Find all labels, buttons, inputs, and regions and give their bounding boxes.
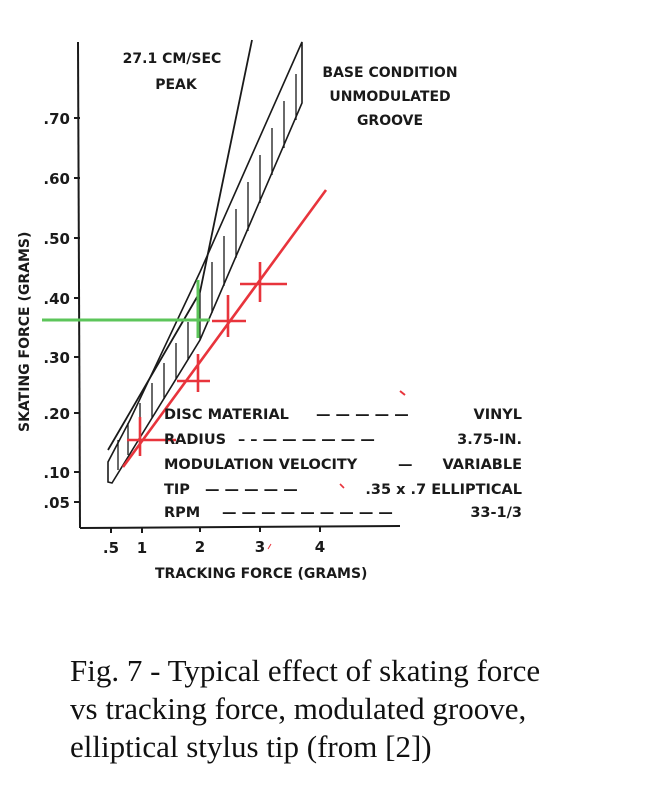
y-axis-title: SKATING FORCE (GRAMS) [17,232,33,432]
param-label: MODULATION VELOCITY [164,457,358,473]
param-leader: — [398,457,413,473]
caption-line: vs tracking force, modulated groove, [70,691,527,726]
param-value: .35 x .7 ELLIPTICAL [365,482,522,498]
y-tick-labels: .70 .60 .50 .40 .30 .20 .10 .05 [43,110,70,512]
param-label: RPM [164,505,200,521]
param-value: 33-1/3 [470,505,522,521]
x-axis-title: TRACKING FORCE (GRAMS) [155,566,367,582]
peak-label-line2: PEAK [155,77,198,93]
base-label-line3: GROOVE [357,113,423,129]
red-cross-marker [177,354,210,392]
red-cross-marker [212,295,246,337]
x-tick-labels: .5 1 2 3 4 [103,538,325,557]
base-condition-band [107,41,303,484]
test-parameters: DISC MATERIAL — — — — — VINYL RADIUS – –… [164,407,522,521]
y-tick: .05 [43,494,70,512]
skating-force-chart: .70 .60 .50 .40 .30 .20 .10 .05 .5 1 2 3… [17,39,522,582]
param-leader: – – — — — — — — [238,432,375,448]
x-axis [79,525,401,529]
red-cross-marker [127,417,176,456]
x-tick: 1 [137,539,147,557]
base-label-line2: UNMODULATED [329,89,450,105]
red-cross-marker [240,262,287,302]
y-tick: .20 [43,405,70,423]
x-tick: 3 [255,538,265,556]
y-tick: .70 [43,110,70,128]
param-value: VINYL [474,407,523,423]
caption-line: elliptical stylus tip (from [2]) [70,729,432,764]
param-label: TIP [164,482,190,498]
param-leader: — — — — — [316,407,409,423]
x-tick: 2 [195,538,205,556]
param-label: DISC MATERIAL [164,407,289,423]
axes [74,41,401,533]
x-tick: .5 [103,539,119,557]
red-annotation [121,189,406,550]
param-leader: — — — — — — — — — [222,505,393,521]
figure-caption: Fig. 7 - Typical effect of skating force… [70,652,662,766]
y-tick: .30 [43,349,70,367]
green-guide-lines [42,280,210,338]
y-tick: .60 [43,170,70,188]
red-trend-line [121,189,328,468]
y-tick: .10 [43,464,70,482]
param-value: 3.75-IN. [457,432,522,448]
param-leader: — — — — — [205,482,298,498]
param-label: RADIUS [164,432,226,448]
y-tick: .50 [43,230,70,248]
base-label-line1: BASE CONDITION [322,65,457,81]
y-axis [77,41,81,529]
x-tick: 4 [315,538,325,556]
peak-label-line1: 27.1 CM/SEC [123,51,222,67]
param-value: VARIABLE [443,457,522,473]
caption-line: Fig. 7 - Typical effect of skating force [70,653,541,688]
y-tick: .40 [43,290,70,308]
